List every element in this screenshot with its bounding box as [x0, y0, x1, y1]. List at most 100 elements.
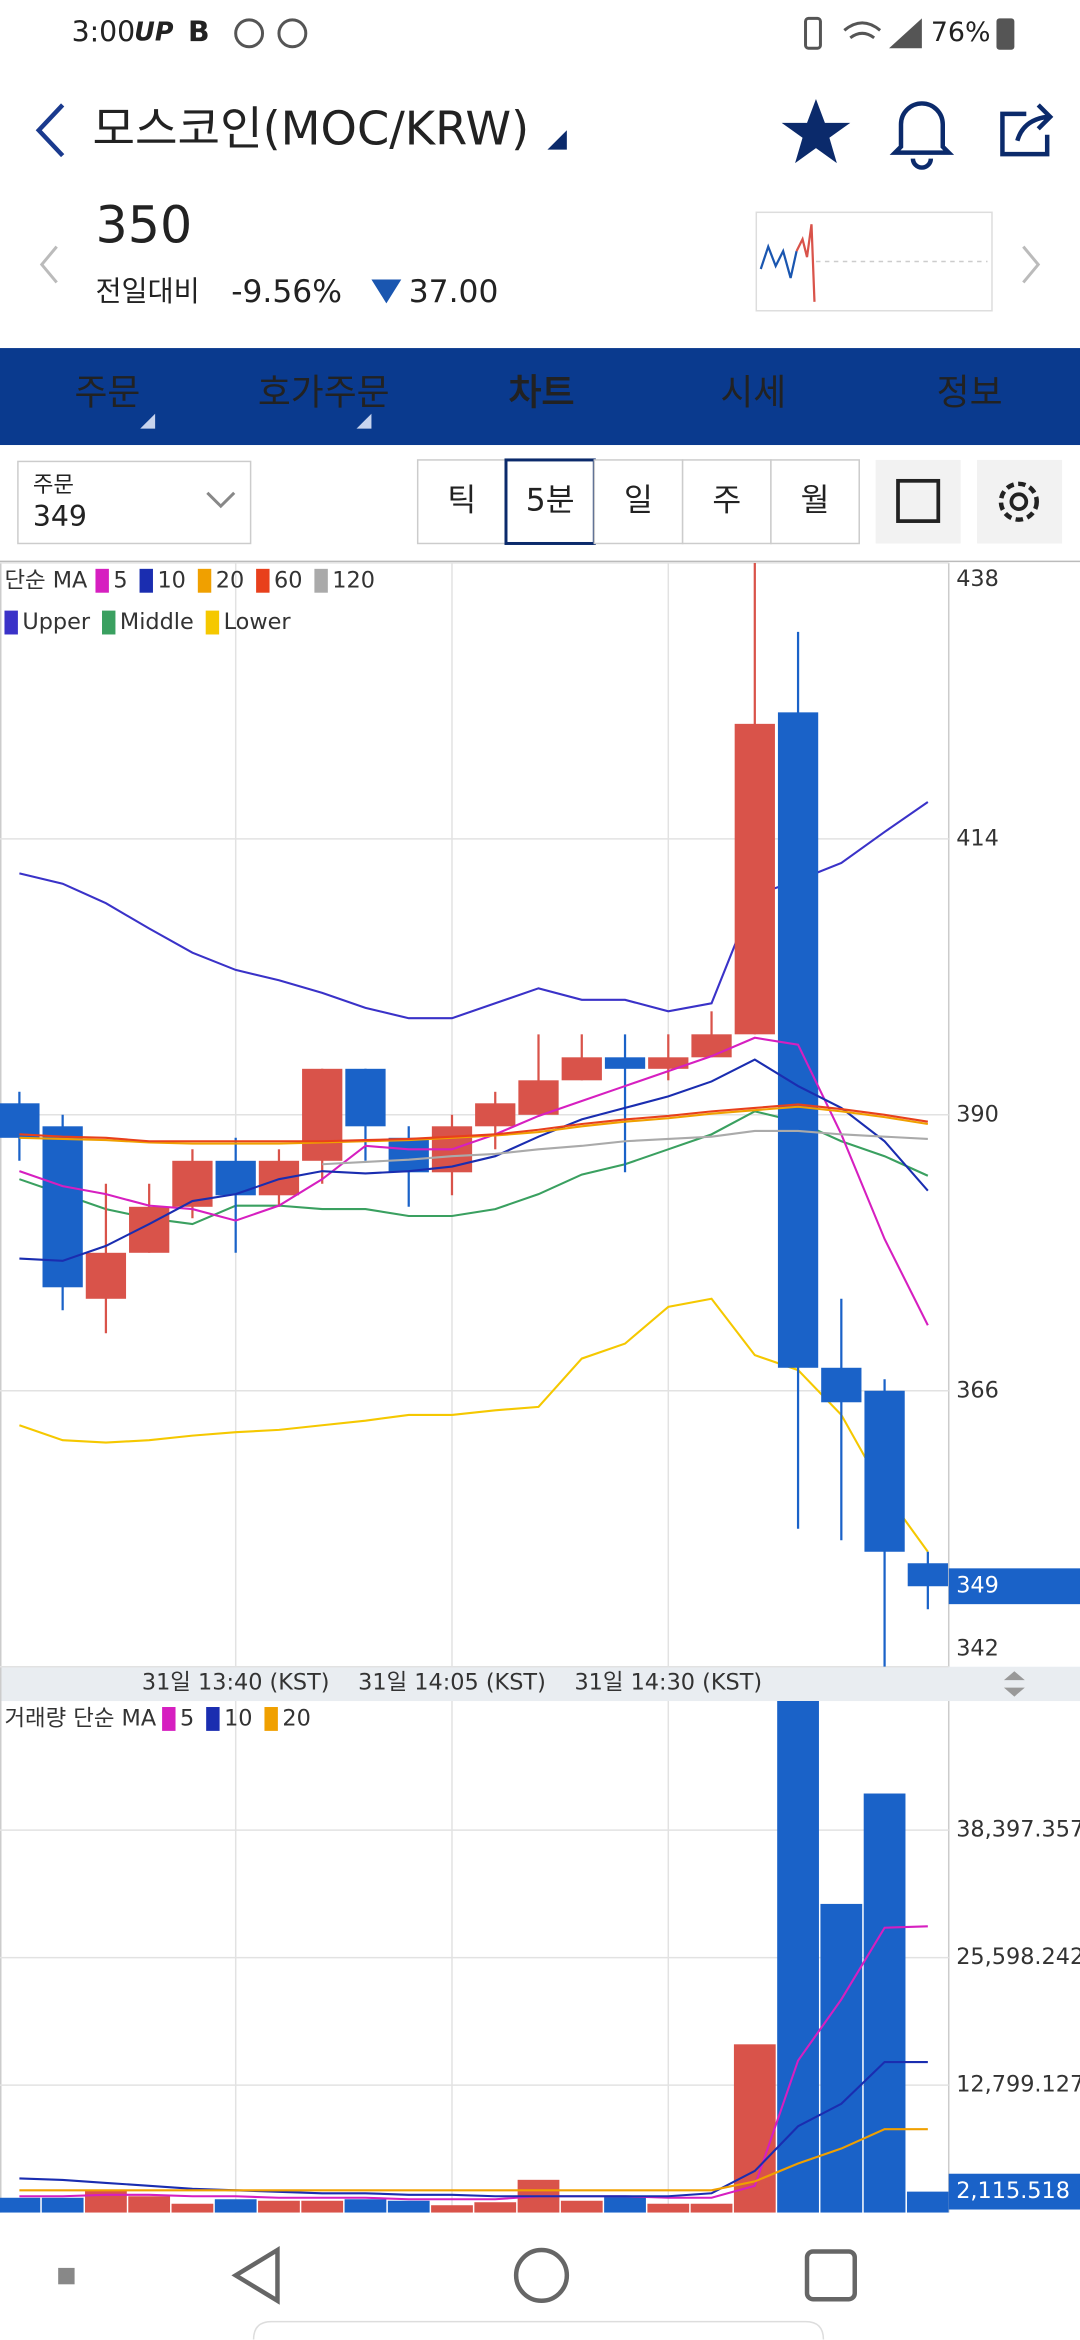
interval-button[interactable]: [770, 459, 860, 545]
legend-title: 거래량 단순 MA: [4, 1705, 156, 1731]
nav-background: [0, 2212, 1080, 2340]
indicator-line: [19, 1110, 929, 1226]
candle-body: [907, 1563, 948, 1587]
last-price-label: 349: [956, 1573, 999, 1599]
battery-icon: [996, 18, 1015, 50]
indicator-line: [19, 1105, 929, 1145]
settings-button[interactable]: [977, 459, 1063, 544]
legend-swatch: [256, 568, 270, 593]
y-tick-label: 38,397.357: [956, 1817, 1080, 1843]
interval-label: 일: [624, 483, 653, 519]
order-value: 349: [33, 500, 87, 533]
candle-body: [777, 712, 819, 1368]
candle-body: [85, 1252, 127, 1299]
interval-button[interactable]: [416, 459, 507, 545]
alert-button[interactable]: [889, 101, 955, 170]
tab[interactable]: 주문: [74, 372, 140, 413]
last-volume-label: 2,115.518: [956, 2178, 1070, 2204]
y-tick-label: 25,598.242: [956, 1944, 1080, 1970]
resize-handle[interactable]: [1003, 1671, 1025, 1697]
legend-swatch: [205, 610, 220, 635]
nav-menu[interactable]: [58, 2267, 75, 2285]
price-summary: 350 전일대비 -9.56% 37.00: [39, 196, 1041, 312]
tab-dropdown-icon: [140, 413, 156, 429]
volume-bar: [344, 2199, 387, 2213]
tabs: 주문 호가주문 차트 시세 정보: [74, 372, 1003, 429]
nav-home[interactable]: [513, 2247, 570, 2303]
change-label: 전일대비: [95, 275, 199, 308]
legend-label: 60: [274, 567, 302, 593]
indicator-line: [19, 1925, 928, 2201]
x-axis-strip: [0, 1666, 1080, 1702]
candle-body: [345, 1068, 386, 1127]
candle-body: [691, 1034, 732, 1058]
interval-label: 틱: [447, 483, 476, 519]
volume-bar: [0, 2197, 41, 2213]
change-amount: 37.00: [409, 274, 499, 310]
tab[interactable]: 호가주문: [258, 372, 390, 413]
prev-arrow[interactable]: [39, 245, 58, 284]
y-tick-label: 438: [956, 566, 999, 592]
toolbar: 주문 349 틱 5분 일 주 월: [0, 458, 1080, 563]
dropdown-icon[interactable]: [547, 130, 567, 150]
volume-bar: [171, 2203, 214, 2213]
tab[interactable]: 시세: [720, 372, 786, 413]
volume-bar: [690, 2203, 733, 2213]
candle-body: [604, 1057, 646, 1069]
legend-label: Middle: [120, 609, 194, 635]
legend-label: 5: [180, 1705, 194, 1731]
candle-body: [475, 1103, 516, 1127]
back-button[interactable]: [35, 103, 65, 158]
volume-bar: [474, 2202, 517, 2213]
nav-recent[interactable]: [804, 2249, 857, 2302]
order-box[interactable]: [17, 460, 252, 545]
y-tick-label: 366: [956, 1377, 999, 1403]
legend-label: Upper: [22, 609, 91, 635]
order-label: 주문: [33, 472, 74, 498]
interval-button[interactable]: [504, 458, 596, 545]
legend-label: 20: [216, 567, 244, 593]
interval-label: 5분: [526, 483, 575, 519]
status-icon: [277, 18, 308, 49]
x-tick-label: 31일 13:40 (KST): [142, 1670, 330, 1696]
legend-swatch: [102, 610, 116, 635]
layout-button[interactable]: [875, 459, 961, 544]
legend-label: Lower: [224, 609, 292, 635]
nav-back[interactable]: [231, 2246, 280, 2305]
volume-bar: [85, 2190, 127, 2213]
legend-swatch: [206, 1707, 220, 1731]
volume-bar: [387, 2200, 430, 2213]
legend-label: 10: [224, 1705, 252, 1731]
tab[interactable]: 정보: [937, 372, 1003, 413]
candle-body: [388, 1137, 429, 1173]
volume-bar: [128, 2196, 171, 2213]
interval-group: 틱 5분 일 주 월: [416, 458, 860, 545]
settings-icon: [998, 481, 1039, 522]
status-app: B: [188, 15, 210, 48]
sparkline: [759, 243, 798, 279]
interval-button[interactable]: [681, 459, 772, 545]
y-tick-label: 12,799.127: [956, 2072, 1080, 2098]
candle-body: [302, 1068, 343, 1161]
order-dropdown[interactable]: [206, 491, 236, 509]
next-arrow[interactable]: [1022, 245, 1041, 284]
volume-bar: [560, 2200, 603, 2213]
last-price-box: [948, 1568, 1080, 1605]
indicator-line: [19, 1297, 929, 1553]
volume-bar: [214, 2199, 257, 2213]
candle-body: [129, 1206, 170, 1253]
vibrate-icon: [804, 16, 822, 50]
volume-plot: [0, 1701, 949, 2213]
status-battery: 76%: [931, 17, 991, 48]
tab[interactable]: 차트: [509, 372, 575, 413]
share-button[interactable]: [1000, 103, 1054, 157]
header-title[interactable]: 모스코인(MOC/KRW): [92, 101, 529, 155]
current-price: 350: [95, 196, 192, 255]
sparkline: [795, 224, 816, 302]
y-tick-label: 390: [956, 1101, 999, 1127]
legend-swatch: [4, 610, 18, 635]
volume-bar: [906, 2191, 949, 2213]
favorite-button[interactable]: [781, 98, 851, 164]
indicator-line: [19, 1103, 929, 1143]
y-tick-label: 342: [956, 1635, 999, 1661]
